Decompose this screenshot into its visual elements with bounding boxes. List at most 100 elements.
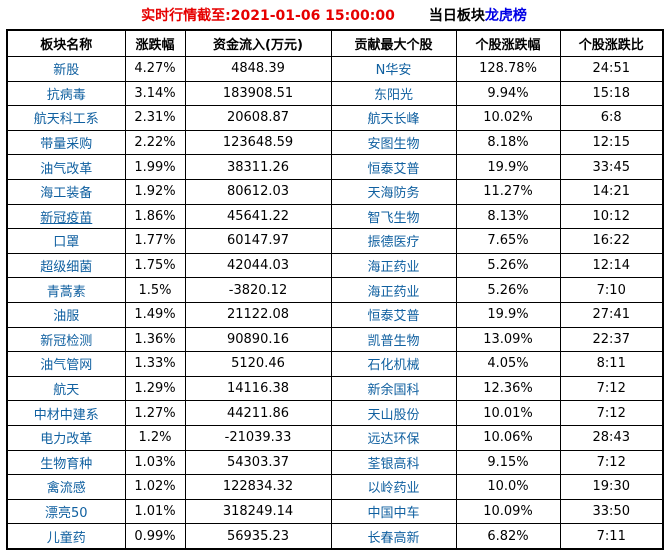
sector-link[interactable]: 油服 — [53, 309, 80, 325]
sector-link[interactable]: 中材中建系 — [33, 407, 99, 423]
sector-link-cell: 航天科工系 — [6, 105, 126, 131]
advance-decline-ratio-value-cell: 22:37 — [559, 326, 664, 353]
stock-link-cell: 恒泰艾普 — [330, 301, 457, 328]
sector-link-cell: 抗病毒 — [6, 80, 126, 107]
stock-link[interactable]: 新余国科 — [367, 383, 420, 399]
sector-link[interactable]: 青蒿素 — [46, 284, 86, 300]
sector-link[interactable]: 口罩 — [53, 235, 80, 251]
advance-decline-ratio-value-cell: 7:11 — [559, 523, 664, 550]
sector-change-value-cell: 1.77% — [124, 228, 186, 254]
stock-link[interactable]: 东阳光 — [373, 87, 413, 103]
stock-link[interactable]: 恒泰艾普 — [367, 161, 420, 177]
stock-link-cell: 航天长峰 — [330, 105, 457, 131]
stock-link[interactable]: 荃银高科 — [367, 456, 420, 472]
sector-link[interactable]: 超级细菌 — [40, 260, 93, 276]
sector-link[interactable]: 油气改革 — [40, 161, 93, 177]
capital-inflow-value: 123648.59 — [222, 135, 294, 151]
stock-link[interactable]: 中国中车 — [367, 505, 420, 521]
stock-link[interactable]: 海正药业 — [367, 260, 420, 276]
sector-link[interactable]: 漂亮50 — [44, 505, 88, 521]
sector-link[interactable]: 儿童药 — [46, 530, 86, 546]
dragon-tiger-list-link[interactable]: 龙虎榜 — [484, 8, 527, 24]
stock-link[interactable]: 长春高新 — [367, 530, 420, 546]
sector-change-value-cell: 1.01% — [124, 498, 186, 525]
sector-link[interactable]: 抗病毒 — [46, 87, 86, 103]
stock-change-value: 9.94% — [487, 85, 529, 101]
sector-link[interactable]: 油气管网 — [40, 358, 93, 374]
sector-change-value-cell: 1.99% — [124, 154, 186, 180]
sector-link[interactable]: 海工装备 — [40, 186, 93, 202]
sector-change-value-cell: 1.5% — [124, 277, 186, 303]
sector-link[interactable]: 航天科工系 — [33, 112, 99, 128]
advance-decline-ratio-value: 7:12 — [596, 405, 626, 421]
advance-decline-ratio-value: 6:8 — [600, 110, 622, 126]
stock-change-value: 19.9% — [487, 307, 529, 323]
sector-link[interactable]: 生物育种 — [40, 456, 93, 472]
stock-link[interactable]: 安图生物 — [367, 137, 420, 153]
stock-link[interactable]: 石化机械 — [367, 358, 420, 374]
sector-link[interactable]: 航天 — [53, 383, 80, 399]
stock-link[interactable]: 远达环保 — [367, 432, 420, 448]
sector-link[interactable]: 新冠疫苗 — [40, 210, 93, 226]
advance-decline-ratio-value: 10:12 — [592, 208, 630, 224]
stock-change-value: 11.27% — [483, 184, 533, 200]
advance-decline-ratio-value: 7:11 — [596, 528, 626, 544]
sector-change-value: 1.2% — [138, 430, 172, 446]
capital-inflow-value-cell: 60147.97 — [184, 228, 332, 254]
header-change-pct[interactable]: 涨跌幅 — [124, 29, 186, 57]
sector-link-cell: 儿童药 — [6, 523, 126, 550]
capital-inflow-value-cell: 80612.03 — [184, 178, 332, 205]
sector-change-value-cell: 0.99% — [124, 523, 186, 550]
stock-link[interactable]: N华安 — [375, 63, 412, 79]
sector-link-cell: 油服 — [6, 301, 126, 328]
sector-change-value: 1.03% — [134, 454, 176, 470]
sector-change-value: 1.33% — [134, 356, 176, 372]
advance-decline-ratio-value: 33:50 — [592, 503, 630, 519]
advance-decline-ratio-value: 27:41 — [592, 307, 630, 323]
capital-inflow-value-cell: -21039.33 — [184, 424, 332, 451]
stock-change-value-cell: 19.9% — [455, 301, 561, 328]
stock-link[interactable]: 航天长峰 — [367, 112, 420, 128]
header-capital-inflow[interactable]: 资金流入(万元) — [184, 29, 332, 57]
sector-link[interactable]: 新股 — [53, 63, 80, 79]
stock-change-value: 5.26% — [487, 258, 529, 274]
capital-inflow-value: 20608.87 — [226, 110, 290, 126]
sector-link[interactable]: 禽流感 — [46, 481, 86, 497]
table-row: 中材中建系 1.27% 44211.86 天山股份 10.01% 7:12 — [6, 400, 664, 426]
stock-link[interactable]: 智飞生物 — [367, 210, 420, 226]
advance-decline-ratio-value: 7:12 — [596, 454, 626, 470]
advance-decline-ratio-value-cell: 14:21 — [559, 178, 664, 205]
sector-link-cell: 海工装备 — [6, 178, 126, 205]
table-row: 青蒿素 1.5% -3820.12 海正药业 5.26% 7:10 — [6, 277, 664, 303]
advance-decline-ratio-value-cell: 12:14 — [559, 252, 664, 279]
stock-link[interactable]: 凯普生物 — [367, 333, 420, 349]
capital-inflow-value-cell: 45641.22 — [184, 203, 332, 230]
stock-link[interactable]: 海正药业 — [367, 284, 420, 300]
capital-inflow-value: 80612.03 — [226, 184, 290, 200]
stock-link[interactable]: 天海防务 — [367, 186, 420, 202]
sector-change-value: 1.75% — [134, 258, 176, 274]
stock-link[interactable]: 振德医疗 — [367, 235, 420, 251]
sector-link[interactable]: 带量采购 — [40, 137, 93, 153]
stock-change-value-cell: 5.26% — [455, 277, 561, 303]
table-header-row: 板块名称 涨跌幅 资金流入(万元) 贡献最大个股 个股涨跌幅 个股涨跌比 — [6, 29, 664, 57]
stock-change-value: 10.06% — [483, 430, 533, 446]
stock-link[interactable]: 天山股份 — [367, 407, 420, 423]
stock-link-cell: 远达环保 — [330, 424, 457, 451]
table-row: 口罩 1.77% 60147.97 振德医疗 7.65% 16:22 — [6, 228, 664, 254]
stock-change-value-cell: 19.9% — [455, 154, 561, 180]
stock-change-value-cell: 128.78% — [455, 56, 561, 82]
capital-inflow-value: 90890.16 — [226, 331, 290, 347]
sector-change-value: 1.49% — [134, 307, 176, 323]
sector-link-cell: 带量采购 — [6, 129, 126, 156]
stock-change-value-cell: 10.06% — [455, 424, 561, 451]
table-row: 电力改革 1.2% -21039.33 远达环保 10.06% 28:43 — [6, 424, 664, 451]
sector-link[interactable]: 电力改革 — [40, 432, 93, 448]
sector-change-value: 0.99% — [134, 528, 176, 544]
sector-change-value: 1.77% — [134, 233, 176, 249]
stock-link-cell: 中国中车 — [330, 498, 457, 525]
stock-link-cell: 凯普生物 — [330, 326, 457, 353]
stock-link[interactable]: 恒泰艾普 — [367, 309, 420, 325]
stock-link[interactable]: 以岭药业 — [367, 481, 420, 497]
sector-link[interactable]: 新冠检测 — [40, 333, 93, 349]
